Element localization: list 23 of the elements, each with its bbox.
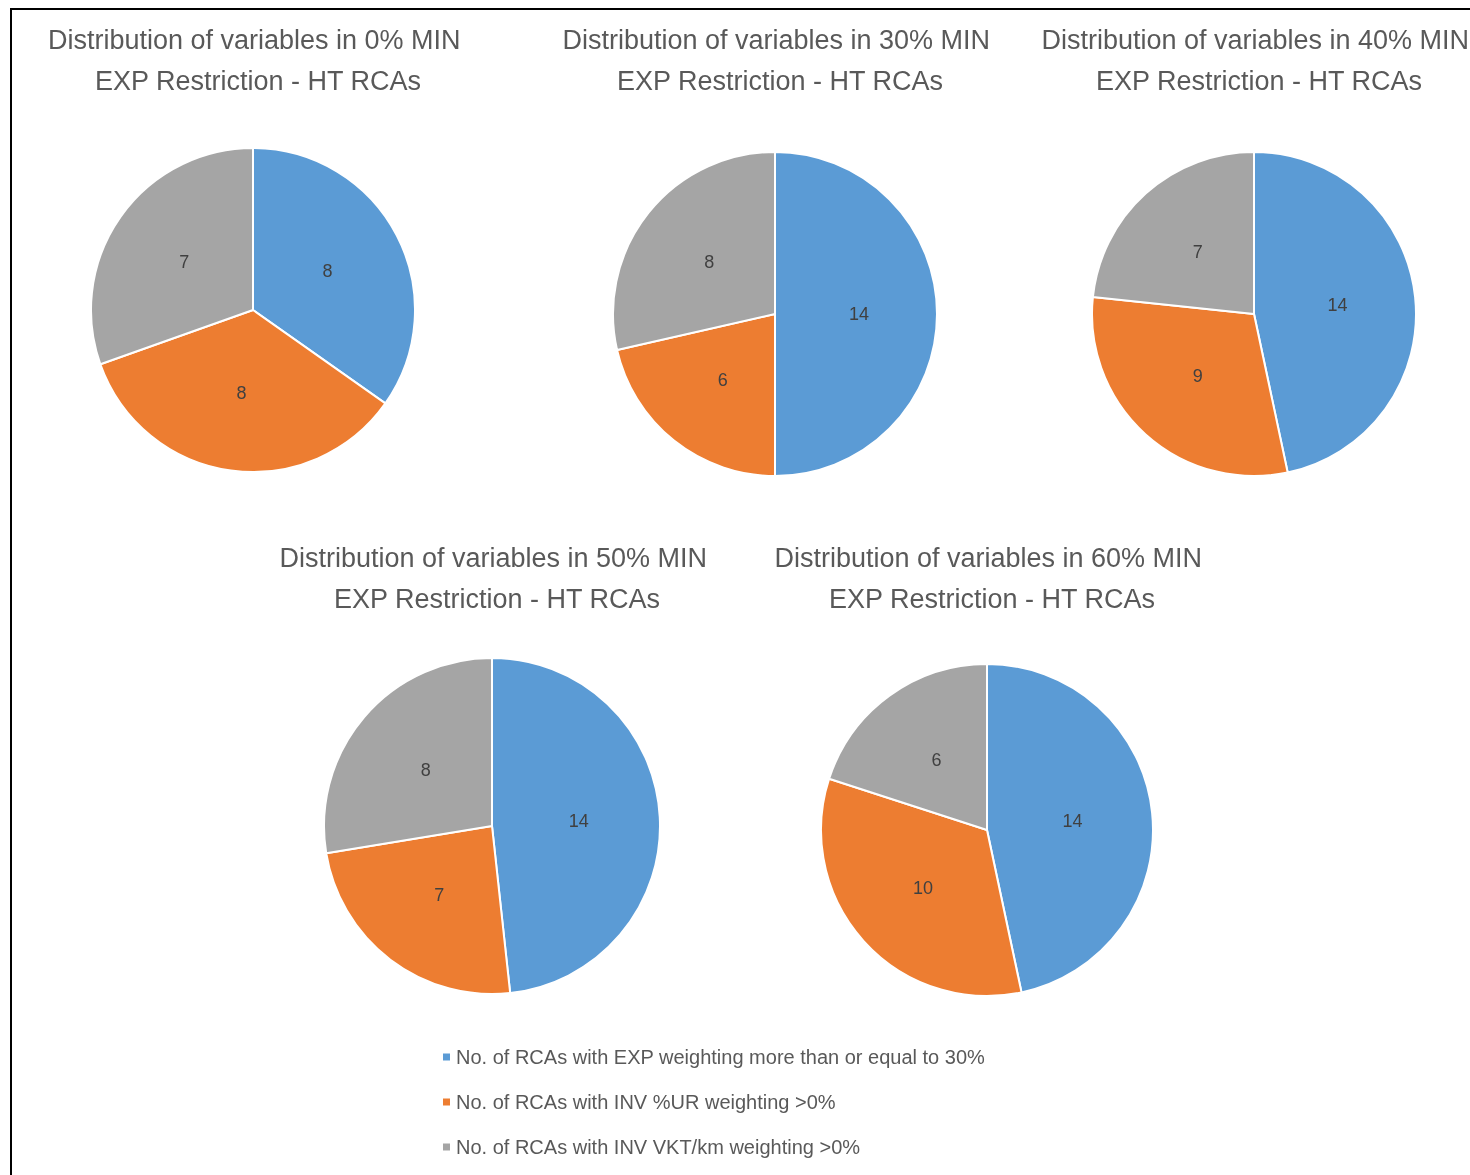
data-label: 8 [420, 759, 431, 780]
data-label: 9 [1192, 366, 1203, 387]
data-label: 14 [568, 811, 589, 832]
data-label: 8 [236, 383, 247, 404]
data-label: 7 [1192, 241, 1203, 262]
chart-title: Distribution of variables in 60% MIN EXP Restriction - HT RCAs [774, 542, 1210, 614]
data-label: 14 [1327, 295, 1348, 316]
data-label: 14 [1062, 811, 1083, 832]
data-label: 14 [848, 304, 870, 324]
data-label: 6 [717, 369, 728, 390]
chart-title: Distribution of variables in 40% MIN EXP Restriction - HT RCAs [1041, 24, 1470, 96]
legend-label: No. of RCAs with INV %UR weighting >0% [456, 1091, 836, 1113]
data-label: 10 [913, 877, 934, 898]
data-label: 7 [179, 251, 190, 272]
legend-label: No. of RCAs with EXP weighting more than or equal to 30% [456, 1046, 986, 1068]
chart-title: Distribution of variables in 50% MIN EXP Restriction - HT RCAs [279, 542, 715, 614]
data-label: 7 [434, 885, 445, 906]
chart-title: Distribution of variables in 0% MIN EXP Restriction - HT RCAs [47, 24, 469, 96]
data-label: 8 [322, 261, 333, 282]
data-label: 6 [931, 750, 942, 771]
legend-label: No. of RCAs with INV VKT/km weighting >0% [456, 1136, 861, 1158]
chart-title: Distribution of variables in 30% MIN EXP Restriction - HT RCAs [562, 24, 998, 96]
data-label: 8 [704, 251, 715, 272]
